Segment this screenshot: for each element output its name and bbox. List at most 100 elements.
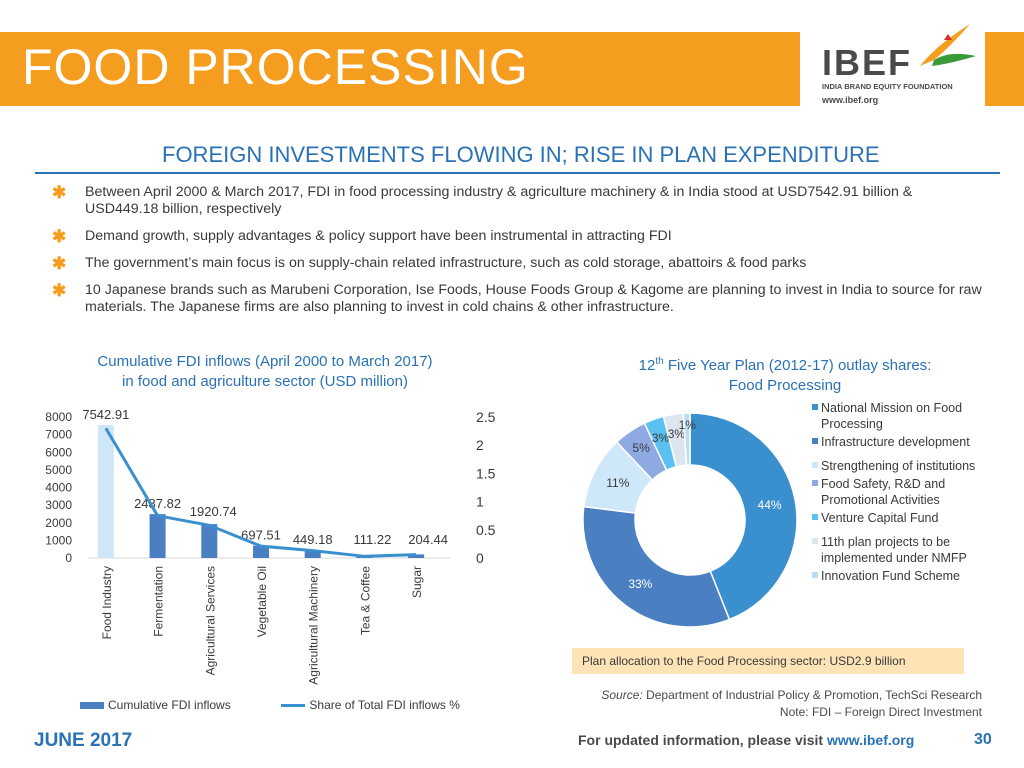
donut-slice-label: 33% [628,577,652,591]
bar [304,550,321,558]
x-category-label: Food Industry [100,566,114,639]
source-label: Source: [601,688,643,702]
heading-divider [35,172,1000,174]
donut-slice-label: 3% [652,431,670,445]
y-tick-label: 4000 [45,481,72,495]
donut-legend-item: 11th plan projects to be implemented und… [812,534,992,566]
bullet-text: The government’s main focus is on supply… [85,255,807,271]
y2-tick-label: 0 [476,550,484,566]
bar-data-label: 2487.82 [134,496,181,511]
section-heading: FOREIGN INVESTMENTS FLOWING IN; RISE IN … [162,142,880,167]
fdi-chart-title-line1: Cumulative FDI inflows (April 2000 to Ma… [97,353,433,370]
footer-link[interactable]: www.ibef.org [826,732,915,748]
note-line: Note: FDI – Foreign Direct Investment [779,705,982,719]
bar [408,554,425,558]
logo-url: www.ibef.org [822,95,879,105]
source-line: Source: Department of Industrial Policy … [601,688,982,702]
bullet-text: Demand growth, supply advantages & polic… [85,228,672,244]
source-text: Department of Industrial Policy & Promot… [642,688,982,702]
y-tick-label: 6000 [45,445,72,459]
legend-label: National Mission on Food Processing [821,401,963,431]
legend-swatch [812,462,818,468]
bullet-item: ✱ The government’s main focus is on supp… [52,255,982,272]
donut-slice [689,412,798,621]
asterisk-bullet-icon: ✱ [52,281,67,300]
bullet-text: 10 Japanese brands such as Marubeni Corp… [85,282,982,315]
bar-data-label: 204.44 [408,532,448,547]
y2-tick-label: 1 [476,494,484,510]
asterisk-bullet-icon: ✱ [52,254,67,273]
bullet-text: Between April 2000 & March 2017, FDI in … [85,184,913,217]
bar [253,545,269,558]
ibef-logo[interactable]: IBEF INDIA BRAND EQUITY FOUNDATION www.i… [800,18,985,114]
bar [149,514,166,558]
donut-slice-label: 1% [679,418,697,432]
page-title: FOOD PROCESSING [22,39,529,95]
share-line [104,427,417,558]
bar-data-label: 7542.91 [82,407,129,422]
footer-info: For updated information, please visit ww… [578,732,914,748]
page-number: 30 [974,731,992,748]
asterisk-bullet-icon: ✱ [52,227,67,246]
bar-data-label: 449.18 [293,532,333,547]
bullet-item: ✱ Between April 2000 & March 2017, FDI i… [52,184,982,218]
fdi-chart-title: Cumulative FDI inflows (April 2000 to Ma… [40,352,490,392]
donut-slice-label: 5% [632,441,650,455]
legend-swatch [812,514,818,520]
y-tick-label: 5000 [45,463,72,477]
donut-slice-label: 11% [606,476,629,490]
bar-data-label: 1920.74 [190,504,237,519]
y-tick-label: 8000 [45,410,72,424]
y-tick-label: 1000 [45,533,72,547]
plan-donut-chart: 44%33%11%5%3%3%1% [582,412,798,628]
donut-slice-label: 3% [668,427,686,441]
legend-label: Infrastructure development [821,435,970,449]
bar-data-label: 697.51 [241,528,281,543]
x-category-label: Sugar [410,566,424,598]
legend-label: 11th plan projects to be implemented und… [821,535,967,565]
bar [201,524,218,558]
legend-label: Food Safety, R&D and Promotional Activit… [821,477,946,507]
x-category-label: Fermentation [152,566,166,637]
fdi-chart-legend: Cumulative FDI inflows Share of Total FD… [80,698,460,712]
fdi-chart-title-line2: in food and agriculture sector (USD mill… [122,373,408,390]
y2-tick-label: 1.5 [476,465,496,481]
legend-label: Innovation Fund Scheme [821,569,960,583]
plan-allocation-box: Plan allocation to the Food Processing s… [572,648,964,674]
donut-slice-label: 44% [758,498,782,512]
donut-slice [582,505,731,628]
legend-swatch [812,572,818,578]
y-tick-label: 0 [65,551,72,565]
bird-logo-icon [920,24,976,66]
bullet-item: ✱ Demand growth, supply advantages & pol… [52,228,982,245]
footer-info-text: For updated information, please visit [578,732,827,748]
y2-tick-label: 0.5 [476,522,496,538]
legend-line-swatch [281,704,306,708]
donut-legend-item: Food Safety, R&D and Promotional Activit… [812,476,992,508]
legend-swatch [812,404,818,410]
x-category-label: Tea & Coffee [358,566,372,635]
donut-legend-item: Strengthening of institutions [812,458,992,474]
legend-bar-swatch [80,702,104,710]
legend-label: Venture Capital Fund [821,511,939,525]
bar [97,425,114,558]
legend-swatch [812,438,818,444]
plan-chart-title: 12th Five Year Plan (2012-17) outlay sha… [580,352,990,396]
legend-line-label: Share of Total FDI inflows % [309,698,460,712]
plan-donut-legend: National Mission on Food Processing Infra… [812,400,992,586]
plan-chart-title-line1: 12th Five Year Plan (2012-17) outlay sha… [638,356,932,374]
footer-date: JUNE 2017 [34,730,133,751]
y2-tick-label: 2.5 [476,409,496,425]
logo-subtitle: INDIA BRAND EQUITY FOUNDATION [822,82,953,91]
bullet-item: ✱ 10 Japanese brands such as Marubeni Co… [52,282,982,316]
bar-data-label: 111.22 [354,532,392,547]
legend-label: Strengthening of institutions [821,459,976,473]
y2-tick-label: 2 [476,437,484,453]
legend-swatch [812,538,818,544]
donut-legend-item: National Mission on Food Processing [812,400,992,432]
bullet-list: ✱ Between April 2000 & March 2017, FDI i… [52,184,982,326]
donut-legend-item: Innovation Fund Scheme [812,568,992,584]
fdi-bar-line-chart: 0 1000 2000 3000 4000 5000 6000 7000 8000 0 0.5 1 1.… [45,407,496,685]
donut-legend-item: Venture Capital Fund [812,510,992,526]
donut-slice [682,412,691,466]
